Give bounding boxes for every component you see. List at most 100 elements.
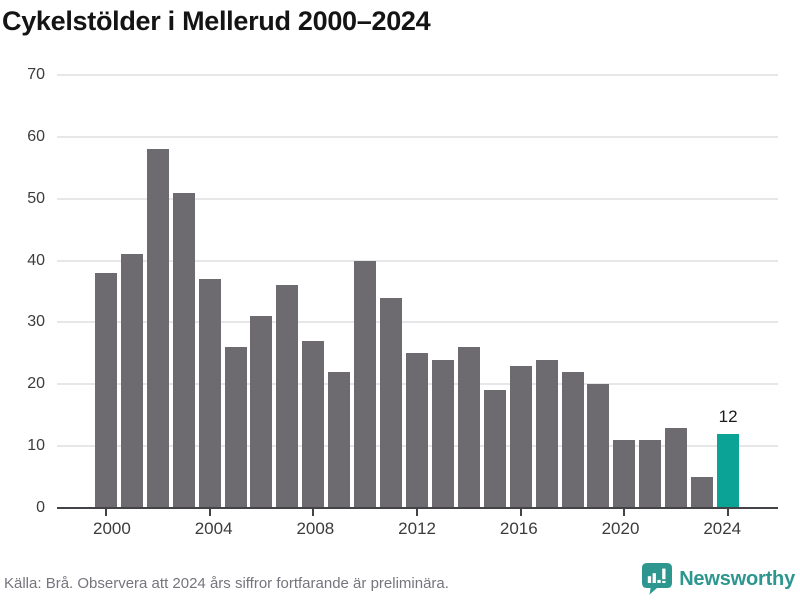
- bar-2011: [380, 297, 403, 508]
- bar-2007: [276, 285, 299, 508]
- bar-cell-2018: [560, 75, 586, 508]
- x-tick-label-2018: [559, 519, 580, 539]
- x-tick-2012: [416, 509, 419, 516]
- x-tick-label-2019: [580, 519, 601, 539]
- bar-2024: [717, 433, 740, 508]
- x-tick-label-2004: 2004: [194, 519, 233, 538]
- tick-cell-2017: [534, 509, 560, 517]
- x-tick-2004: [208, 509, 211, 516]
- y-tick-label-50: 50: [27, 189, 45, 207]
- tick-cell-2024: [715, 509, 741, 517]
- chart-title: Cykelstölder i Mellerud 2000–2024: [2, 6, 431, 36]
- x-tick-label-2023: [682, 519, 703, 539]
- tick-cell-2015: [482, 509, 508, 517]
- bar-2017: [535, 359, 558, 508]
- x-tick-label-2007: [275, 519, 296, 539]
- x-axis-labels: 2000 2004 2008 2012 2016 2020 2024: [93, 519, 741, 539]
- tick-cell-2010: [352, 509, 378, 517]
- bar-cell-2020: [611, 75, 637, 508]
- bar-cell-2006: [249, 75, 275, 508]
- x-tick-2024: [727, 509, 730, 516]
- tick-cell-2012: [404, 509, 430, 517]
- bars-area: 12: [93, 75, 741, 508]
- bar-2004: [198, 279, 221, 508]
- x-tick-label-2014: [457, 519, 478, 539]
- bar-2015: [483, 390, 506, 508]
- bar-2001: [120, 254, 143, 508]
- x-tick-2008: [312, 509, 315, 516]
- x-tick-label-2008: 2008: [296, 519, 335, 538]
- bar-cell-2024: 12: [715, 75, 741, 508]
- tick-cell-2018: [560, 509, 586, 517]
- bar-cell-2022: [663, 75, 689, 508]
- bar-value-label-2024: 12: [718, 406, 738, 426]
- tick-cell-2011: [378, 509, 404, 517]
- bar-2023: [691, 477, 714, 508]
- bar-2020: [613, 439, 636, 508]
- y-tick-label-0: 0: [36, 499, 45, 516]
- x-tick-label-2021: [639, 519, 660, 539]
- bar-cell-2019: [586, 75, 612, 508]
- tick-cell-2007: [274, 509, 300, 517]
- bar-cell-2003: [171, 75, 197, 508]
- gridline-50: [57, 197, 778, 200]
- x-tick-label-2003: [173, 519, 194, 539]
- bar-2008: [302, 341, 325, 508]
- y-tick-label-30: 30: [27, 313, 45, 331]
- bar-cell-2013: [430, 75, 456, 508]
- bar-2016: [509, 365, 532, 508]
- x-tick-label-2024: 2024: [703, 519, 742, 538]
- x-tick-label-2012: 2012: [398, 519, 436, 538]
- x-axis-line: [57, 507, 778, 509]
- tick-cell-2003: [171, 509, 197, 517]
- tick-cell-2019: [586, 509, 612, 517]
- tick-cell-2002: [145, 509, 171, 517]
- bar-cell-2015: [482, 75, 508, 508]
- bar-2012: [406, 353, 429, 508]
- bar-cell-2000: [93, 75, 119, 508]
- bar-2006: [250, 316, 273, 508]
- x-tick-2000: [104, 509, 107, 516]
- bar-2010: [354, 260, 377, 508]
- gridline-70: [57, 74, 778, 76]
- y-tick-label-70: 70: [27, 66, 45, 83]
- newsworthy-logo: Newsworthy: [642, 563, 795, 595]
- bar-cell-2005: [223, 75, 249, 508]
- y-tick-label-60: 60: [27, 127, 45, 145]
- bar-cell-2010: [352, 75, 378, 508]
- tick-cell-2000: [93, 509, 119, 517]
- gridline-60: [57, 135, 778, 138]
- tick-cell-2006: [249, 509, 275, 517]
- y-tick-label-10: 10: [27, 437, 45, 455]
- x-tick-2016: [519, 509, 522, 516]
- x-tick-label-2000: 2000: [93, 519, 131, 538]
- x-tick-label-2006: [254, 519, 275, 539]
- x-tick-label-2013: [436, 519, 457, 539]
- y-tick-label-40: 40: [27, 251, 45, 269]
- bar-2018: [561, 371, 584, 508]
- x-tick-2020: [623, 509, 626, 516]
- tick-cell-2021: [637, 509, 663, 517]
- bar-2009: [328, 371, 351, 508]
- bar-2022: [665, 427, 688, 508]
- tick-cell-2023: [689, 509, 715, 517]
- tick-cell-2004: [197, 509, 223, 517]
- x-axis-ticks: [93, 509, 741, 517]
- tick-cell-2016: [508, 509, 534, 517]
- newsworthy-bubble-chart-icon: [642, 563, 673, 595]
- tick-cell-2008: [300, 509, 326, 517]
- tick-cell-2014: [456, 509, 482, 517]
- bar-2014: [457, 347, 480, 508]
- bar-2013: [431, 359, 454, 508]
- x-tick-label-2002: [152, 519, 173, 539]
- bar-cell-2008: [300, 75, 326, 508]
- y-tick-label-20: 20: [27, 375, 45, 393]
- tick-cell-2005: [223, 509, 249, 517]
- x-tick-label-2001: [131, 519, 152, 539]
- tick-cell-2009: [326, 509, 352, 517]
- bar-cell-2004: [197, 75, 223, 508]
- bar-cell-2007: [274, 75, 300, 508]
- tick-cell-2013: [430, 509, 456, 517]
- bar-2000: [94, 272, 117, 508]
- x-tick-label-2020: 2020: [601, 519, 640, 538]
